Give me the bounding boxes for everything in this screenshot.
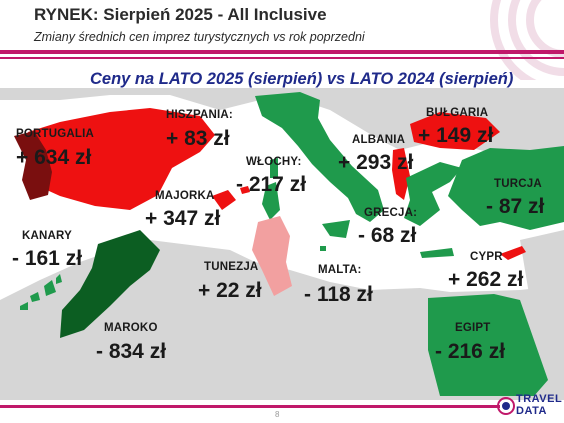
label-cypr-value: + 262 zł (448, 268, 524, 291)
label-bulgaria-name: BUŁGARIA (426, 107, 489, 119)
label-grecja-name: GRECJA: (364, 207, 418, 219)
region-korsyka (270, 158, 278, 178)
region-kanary (20, 274, 62, 310)
region-minorka (240, 186, 250, 194)
region-hiszpania (28, 108, 215, 210)
region-portugalia (14, 131, 52, 200)
region-malta (320, 246, 326, 251)
region-turcja (448, 146, 564, 230)
label-malta-value: - 118 zł (304, 283, 373, 306)
label-portugalia-value: + 634 zł (16, 146, 92, 169)
region-grecja (404, 162, 462, 226)
label-malta-name: MALTA: (318, 264, 362, 276)
label-egipt-name: EGIPT (455, 322, 491, 334)
page-number: 8 (275, 410, 280, 419)
mediterranean-map (0, 88, 564, 400)
region-maroko (60, 230, 160, 338)
label-kanary-value: - 161 zł (12, 247, 83, 270)
footer-divider (0, 405, 500, 408)
label-albania-name: ALBANIA (352, 134, 406, 146)
region-albania (392, 148, 410, 200)
label-majorka-name: MAJORKA (155, 190, 215, 202)
region-tunezja (252, 216, 292, 296)
label-albania-value: + 293 zł (338, 151, 414, 174)
label-portugalia-name: PORTUGALIA (16, 128, 95, 140)
region-sardynia (262, 182, 280, 220)
label-egipt-value: - 216 zł (435, 340, 506, 363)
label-tunezja-name: TUNEZJA (204, 261, 259, 273)
land-middle-east (520, 230, 564, 300)
land-africa (0, 240, 564, 400)
map-title: Ceny na LATO 2025 (sierpień) vs LATO 202… (90, 70, 514, 88)
label-cypr-name: CYPR (470, 251, 503, 263)
travel-data-logo-icon (497, 397, 515, 415)
header-divider-thin (0, 57, 564, 59)
page-subtitle: Zmiany średnich cen imprez turystycznych… (34, 30, 365, 44)
region-wlochy (255, 92, 384, 222)
label-maroko-name: MAROKO (104, 322, 158, 334)
label-majorka-value: + 347 zł (145, 207, 221, 230)
page-title: RYNEK: Sierpień 2025 - All Inclusive (34, 5, 327, 24)
label-hiszpania-name: HISZPANIA: (166, 109, 233, 121)
logo-text-data: DATA (516, 405, 547, 417)
label-hiszpania-value: + 83 zł (166, 127, 230, 150)
logo-text-travel: TRAVEL (516, 393, 563, 405)
label-kanary-name: KANARY (22, 230, 72, 242)
decorative-arcs (490, 0, 564, 80)
label-maroko-value: - 834 zł (96, 340, 167, 363)
region-majorka (212, 190, 236, 210)
label-wlochy-value: - 217 zł (236, 173, 307, 196)
label-wlochy-name: WŁOCHY: (246, 156, 302, 168)
header-divider (0, 50, 564, 54)
region-egipt (428, 294, 548, 396)
label-turcja-value: - 87 zł (486, 195, 545, 218)
region-cypr (500, 246, 526, 260)
label-grecja-value: - 68 zł (358, 224, 417, 247)
region-kreta (420, 248, 454, 258)
region-sycylia (322, 220, 350, 238)
region-bulgaria (410, 112, 500, 150)
label-tunezja-value: + 22 zł (198, 279, 262, 302)
label-turcja-name: TURCJA (494, 178, 542, 190)
label-bulgaria-value: + 149 zł (418, 124, 494, 147)
